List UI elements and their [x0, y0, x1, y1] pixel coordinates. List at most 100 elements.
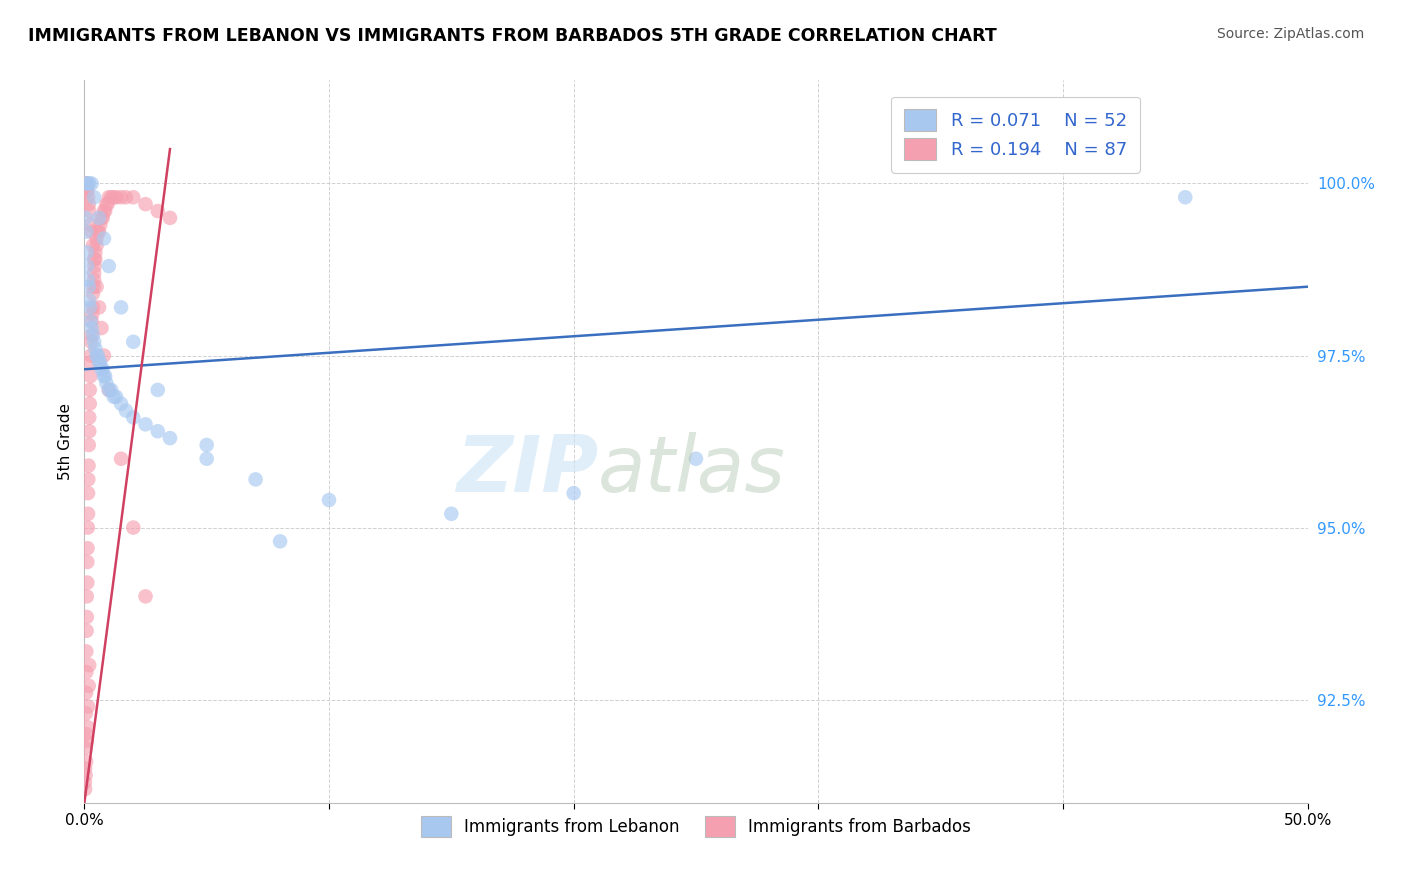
Point [245, 472, 267, 486]
Point [318, 493, 340, 508]
Point [75, 782, 97, 797]
Point [135, 197, 157, 211]
Point [94, 204, 117, 219]
Point [77, 293, 100, 308]
Point [87, 211, 110, 225]
Point [97, 259, 120, 273]
Point [75, 644, 97, 658]
Point [79, 397, 101, 411]
Point [79, 383, 101, 397]
Point [87, 225, 110, 239]
Point [76, 575, 98, 590]
Point [103, 390, 125, 404]
Point [440, 507, 463, 521]
Point [159, 431, 181, 445]
Point [76, 245, 98, 260]
Point [93, 369, 115, 384]
Point [115, 190, 138, 204]
Point [146, 424, 169, 438]
Point [90, 211, 112, 225]
Point [77, 279, 100, 293]
Point [80, 349, 103, 363]
Point [89, 218, 111, 232]
Point [76, 183, 98, 197]
Point [83, 259, 105, 273]
Point [73, 775, 96, 789]
Point [79, 369, 101, 384]
Point [82, 286, 104, 301]
Point [80, 177, 103, 191]
Point [83, 279, 105, 293]
Point [77, 658, 100, 673]
Point [80, 334, 103, 349]
Point [77, 472, 100, 486]
Point [77, 679, 100, 693]
Legend: Immigrants from Lebanon, Immigrants from Barbados: Immigrants from Lebanon, Immigrants from… [412, 808, 980, 845]
Point [146, 204, 169, 219]
Point [83, 273, 105, 287]
Point [76, 720, 98, 734]
Point [110, 397, 132, 411]
Text: Source: ZipAtlas.com: Source: ZipAtlas.com [1216, 27, 1364, 41]
Point [79, 218, 101, 232]
Point [110, 451, 132, 466]
Point [135, 590, 157, 604]
Point [122, 410, 145, 425]
Point [97, 383, 120, 397]
Point [110, 301, 132, 315]
Point [105, 390, 128, 404]
Point [75, 177, 97, 191]
Point [77, 177, 100, 191]
Point [75, 177, 97, 191]
Point [115, 403, 138, 417]
Point [195, 438, 218, 452]
Point [83, 190, 105, 204]
Point [82, 301, 104, 315]
Point [96, 197, 118, 211]
Point [91, 362, 114, 376]
Point [75, 727, 97, 741]
Point [75, 761, 97, 775]
Point [77, 424, 100, 438]
Point [87, 355, 110, 369]
Point [79, 301, 101, 315]
Point [562, 486, 585, 500]
Point [84, 245, 107, 260]
Point [122, 190, 145, 204]
Text: atlas: atlas [598, 433, 786, 508]
Point [93, 231, 115, 245]
Point [79, 314, 101, 328]
Point [1174, 190, 1197, 204]
Point [685, 451, 707, 466]
Point [82, 327, 104, 342]
Point [76, 610, 98, 624]
Point [100, 190, 122, 204]
Point [77, 190, 100, 204]
Point [76, 183, 98, 197]
Point [75, 225, 97, 239]
Point [80, 321, 103, 335]
Point [97, 383, 120, 397]
Point [77, 204, 100, 219]
Point [93, 204, 115, 219]
Point [103, 190, 125, 204]
Point [75, 686, 97, 700]
Point [76, 177, 98, 191]
Point [76, 259, 98, 273]
Point [87, 225, 110, 239]
Point [76, 541, 98, 556]
Point [76, 520, 98, 534]
Text: ZIP: ZIP [456, 433, 598, 508]
Point [100, 383, 122, 397]
Point [93, 349, 115, 363]
Point [159, 211, 181, 225]
Point [77, 699, 100, 714]
Text: IMMIGRANTS FROM LEBANON VS IMMIGRANTS FROM BARBADOS 5TH GRADE CORRELATION CHART: IMMIGRANTS FROM LEBANON VS IMMIGRANTS FR… [28, 27, 997, 45]
Point [84, 342, 107, 356]
Point [77, 273, 100, 287]
Point [97, 190, 120, 204]
Point [79, 355, 101, 369]
Point [122, 334, 145, 349]
Point [86, 238, 108, 252]
Point [135, 417, 157, 432]
